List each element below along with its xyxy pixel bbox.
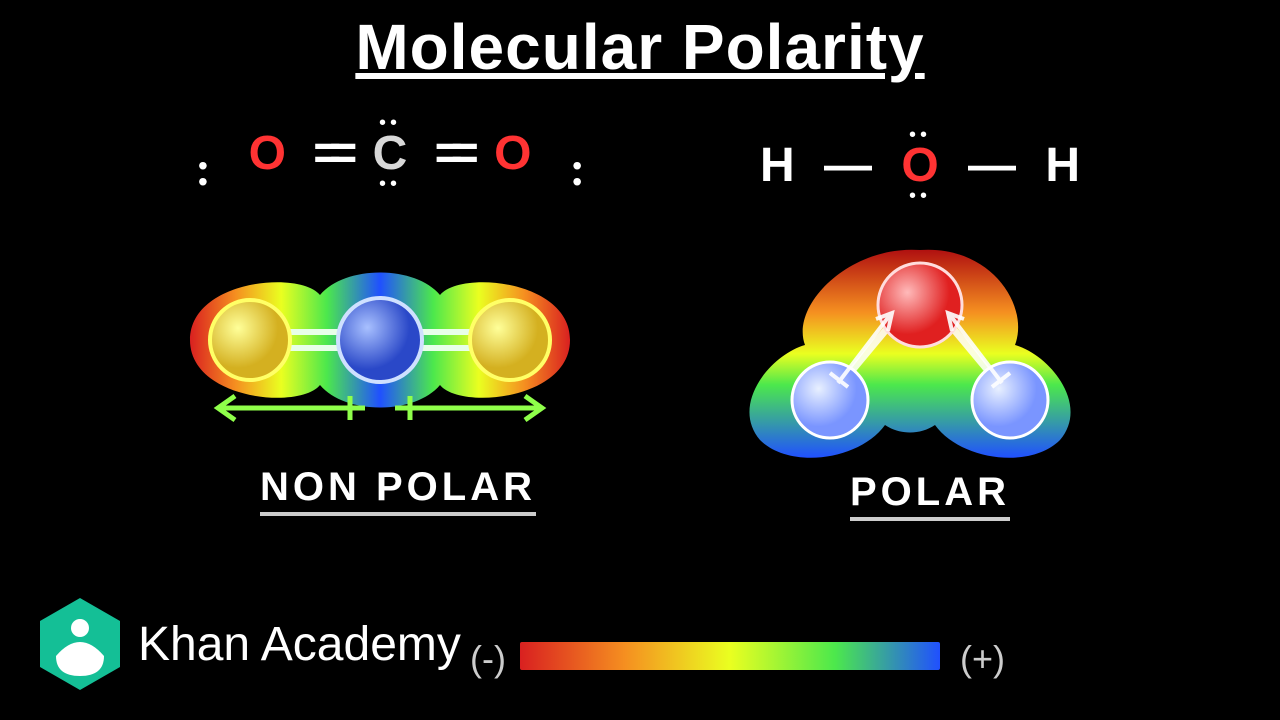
double-bond: == bbox=[313, 126, 345, 181]
co2-electron-cloud bbox=[150, 240, 630, 460]
diagram-area: •• O == C == O •• •• •• bbox=[150, 120, 1130, 600]
lone-pair-dots: •• bbox=[760, 193, 1080, 199]
hydrogen-symbol: H bbox=[1045, 139, 1080, 192]
hydrogen-symbol: H bbox=[760, 139, 795, 192]
oxygen-atom-sphere bbox=[878, 263, 962, 347]
lone-pair-dots: •• bbox=[572, 158, 582, 190]
h2o-lewis-formula: •• H — O — H •• bbox=[740, 132, 1100, 207]
lone-pair-dots: •• bbox=[249, 181, 532, 187]
lone-pair-dots: •• bbox=[198, 158, 208, 190]
single-bond: — bbox=[968, 138, 1016, 193]
oxygen-symbol: O bbox=[249, 127, 286, 180]
spectrum-negative-label: (-) bbox=[470, 638, 506, 680]
nonpolar-label: NON POLAR bbox=[260, 465, 536, 516]
spectrum-positive-label: (+) bbox=[960, 638, 1005, 680]
page-title: Molecular Polarity bbox=[355, 10, 924, 84]
co2-lewis-formula: •• O == C == O •• •• •• bbox=[180, 120, 600, 195]
polarity-spectrum-bar bbox=[520, 642, 940, 670]
khan-hexagon-icon bbox=[40, 598, 120, 690]
brand-logo-block: Khan Academy bbox=[40, 598, 461, 690]
polar-label: POLAR bbox=[850, 470, 1010, 521]
h2o-electron-cloud bbox=[730, 235, 1110, 475]
single-bond: — bbox=[824, 138, 872, 193]
oxygen-symbol: O bbox=[494, 127, 531, 180]
double-bond: == bbox=[435, 126, 467, 181]
carbon-atom-sphere bbox=[338, 298, 422, 382]
oxygen-atom-sphere bbox=[210, 300, 290, 380]
brand-name: Khan Academy bbox=[138, 617, 461, 672]
oxygen-atom-sphere bbox=[470, 300, 550, 380]
